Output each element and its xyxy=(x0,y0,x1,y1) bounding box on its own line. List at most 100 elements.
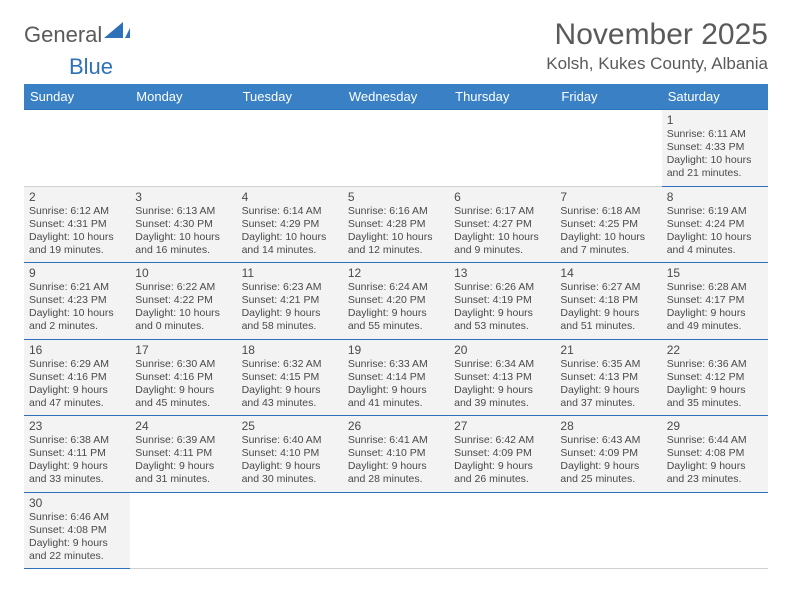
sunset-line: Sunset: 4:17 PM xyxy=(667,294,763,307)
sunset-line: Sunset: 4:19 PM xyxy=(454,294,550,307)
calendar-day: 9Sunrise: 6:21 AMSunset: 4:23 PMDaylight… xyxy=(24,263,130,340)
calendar-table: SundayMondayTuesdayWednesdayThursdayFrid… xyxy=(24,84,768,569)
sunrise-line: Sunrise: 6:34 AM xyxy=(454,358,550,371)
sunrise-line: Sunrise: 6:42 AM xyxy=(454,434,550,447)
sunrise-line: Sunrise: 6:39 AM xyxy=(135,434,231,447)
daylight-line: Daylight: 9 hours and 26 minutes. xyxy=(454,460,550,486)
sunrise-line: Sunrise: 6:28 AM xyxy=(667,281,763,294)
calendar-day: 15Sunrise: 6:28 AMSunset: 4:17 PMDayligh… xyxy=(662,263,768,340)
sunset-line: Sunset: 4:16 PM xyxy=(135,371,231,384)
day-number: 4 xyxy=(242,190,338,204)
sunset-line: Sunset: 4:08 PM xyxy=(29,524,125,537)
sunrise-line: Sunrise: 6:32 AM xyxy=(242,358,338,371)
calendar-week: 30Sunrise: 6:46 AMSunset: 4:08 PMDayligh… xyxy=(24,492,768,569)
sunset-line: Sunset: 4:18 PM xyxy=(560,294,656,307)
daylight-line: Daylight: 10 hours and 19 minutes. xyxy=(29,231,125,257)
calendar-day: 10Sunrise: 6:22 AMSunset: 4:22 PMDayligh… xyxy=(130,263,236,340)
days-of-week-row: SundayMondayTuesdayWednesdayThursdayFrid… xyxy=(24,84,768,110)
day-number: 15 xyxy=(667,266,763,280)
sunrise-line: Sunrise: 6:38 AM xyxy=(29,434,125,447)
day-number: 12 xyxy=(348,266,444,280)
sunset-line: Sunset: 4:31 PM xyxy=(29,218,125,231)
day-header: Monday xyxy=(130,84,236,110)
calendar-day-blank xyxy=(343,110,449,187)
daylight-line: Daylight: 9 hours and 41 minutes. xyxy=(348,384,444,410)
sunrise-line: Sunrise: 6:29 AM xyxy=(29,358,125,371)
calendar-day: 5Sunrise: 6:16 AMSunset: 4:28 PMDaylight… xyxy=(343,186,449,263)
calendar-day: 28Sunrise: 6:43 AMSunset: 4:09 PMDayligh… xyxy=(555,416,661,493)
sunset-line: Sunset: 4:13 PM xyxy=(560,371,656,384)
day-number: 23 xyxy=(29,419,125,433)
calendar-day-blank xyxy=(237,110,343,187)
sunrise-line: Sunrise: 6:35 AM xyxy=(560,358,656,371)
day-number: 29 xyxy=(667,419,763,433)
sunrise-line: Sunrise: 6:13 AM xyxy=(135,205,231,218)
sunrise-line: Sunrise: 6:21 AM xyxy=(29,281,125,294)
day-number: 26 xyxy=(348,419,444,433)
sunset-line: Sunset: 4:27 PM xyxy=(454,218,550,231)
day-number: 20 xyxy=(454,343,550,357)
calendar-day: 16Sunrise: 6:29 AMSunset: 4:16 PMDayligh… xyxy=(24,339,130,416)
daylight-line: Daylight: 9 hours and 51 minutes. xyxy=(560,307,656,333)
sunset-line: Sunset: 4:15 PM xyxy=(242,371,338,384)
calendar-day: 12Sunrise: 6:24 AMSunset: 4:20 PMDayligh… xyxy=(343,263,449,340)
daylight-line: Daylight: 9 hours and 49 minutes. xyxy=(667,307,763,333)
sunset-line: Sunset: 4:12 PM xyxy=(667,371,763,384)
daylight-line: Daylight: 10 hours and 4 minutes. xyxy=(667,231,763,257)
day-number: 22 xyxy=(667,343,763,357)
calendar-day: 14Sunrise: 6:27 AMSunset: 4:18 PMDayligh… xyxy=(555,263,661,340)
sunset-line: Sunset: 4:24 PM xyxy=(667,218,763,231)
sunset-line: Sunset: 4:22 PM xyxy=(135,294,231,307)
calendar-week: 1Sunrise: 6:11 AMSunset: 4:33 PMDaylight… xyxy=(24,110,768,187)
calendar-day-blank xyxy=(662,492,768,569)
day-number: 30 xyxy=(29,496,125,510)
sunrise-line: Sunrise: 6:11 AM xyxy=(667,128,763,141)
day-number: 8 xyxy=(667,190,763,204)
day-number: 11 xyxy=(242,266,338,280)
sunrise-line: Sunrise: 6:27 AM xyxy=(560,281,656,294)
daylight-line: Daylight: 9 hours and 35 minutes. xyxy=(667,384,763,410)
daylight-line: Daylight: 9 hours and 25 minutes. xyxy=(560,460,656,486)
calendar-day-blank xyxy=(449,492,555,569)
day-header: Tuesday xyxy=(237,84,343,110)
day-number: 9 xyxy=(29,266,125,280)
daylight-line: Daylight: 9 hours and 58 minutes. xyxy=(242,307,338,333)
sunrise-line: Sunrise: 6:26 AM xyxy=(454,281,550,294)
sunrise-line: Sunrise: 6:23 AM xyxy=(242,281,338,294)
sunset-line: Sunset: 4:11 PM xyxy=(135,447,231,460)
sunset-line: Sunset: 4:09 PM xyxy=(560,447,656,460)
logo-text-blue: Blue xyxy=(69,54,113,80)
calendar-day-blank xyxy=(555,492,661,569)
location-subtitle: Kolsh, Kukes County, Albania xyxy=(546,54,768,74)
calendar-day: 18Sunrise: 6:32 AMSunset: 4:15 PMDayligh… xyxy=(237,339,343,416)
sunrise-line: Sunrise: 6:36 AM xyxy=(667,358,763,371)
page-title: November 2025 xyxy=(546,18,768,52)
daylight-line: Daylight: 9 hours and 47 minutes. xyxy=(29,384,125,410)
calendar-day: 22Sunrise: 6:36 AMSunset: 4:12 PMDayligh… xyxy=(662,339,768,416)
calendar-day: 19Sunrise: 6:33 AMSunset: 4:14 PMDayligh… xyxy=(343,339,449,416)
logo-text-general: General xyxy=(24,22,102,48)
daylight-line: Daylight: 9 hours and 37 minutes. xyxy=(560,384,656,410)
sunrise-line: Sunrise: 6:14 AM xyxy=(242,205,338,218)
daylight-line: Daylight: 9 hours and 43 minutes. xyxy=(242,384,338,410)
calendar-day-blank xyxy=(449,110,555,187)
day-number: 16 xyxy=(29,343,125,357)
calendar-day-blank xyxy=(130,492,236,569)
day-number: 18 xyxy=(242,343,338,357)
header: General November 2025 Kolsh, Kukes Count… xyxy=(24,18,768,74)
sunset-line: Sunset: 4:30 PM xyxy=(135,218,231,231)
calendar-day: 11Sunrise: 6:23 AMSunset: 4:21 PMDayligh… xyxy=(237,263,343,340)
daylight-line: Daylight: 10 hours and 0 minutes. xyxy=(135,307,231,333)
day-header: Friday xyxy=(555,84,661,110)
sunset-line: Sunset: 4:29 PM xyxy=(242,218,338,231)
sunset-line: Sunset: 4:21 PM xyxy=(242,294,338,307)
sunset-line: Sunset: 4:23 PM xyxy=(29,294,125,307)
day-number: 10 xyxy=(135,266,231,280)
day-number: 2 xyxy=(29,190,125,204)
day-number: 13 xyxy=(454,266,550,280)
calendar-day: 20Sunrise: 6:34 AMSunset: 4:13 PMDayligh… xyxy=(449,339,555,416)
day-number: 27 xyxy=(454,419,550,433)
daylight-line: Daylight: 10 hours and 12 minutes. xyxy=(348,231,444,257)
calendar-day-blank xyxy=(130,110,236,187)
day-header: Sunday xyxy=(24,84,130,110)
